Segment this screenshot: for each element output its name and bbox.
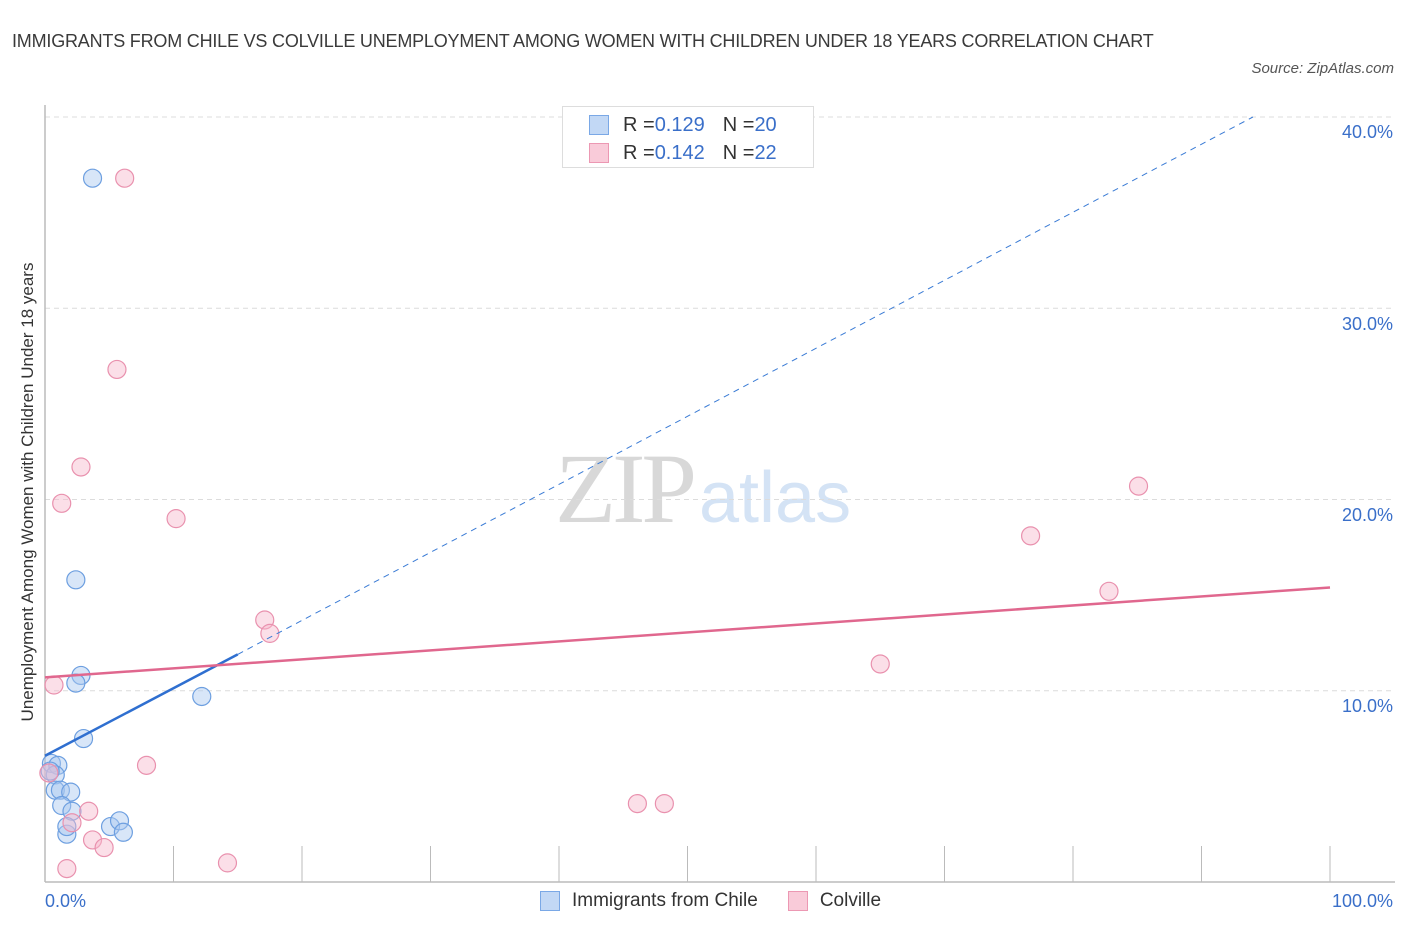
chile-point [57, 816, 77, 837]
colville-point [1020, 526, 1041, 546]
y-tick-10: 10.0% [1341, 696, 1393, 716]
n-value-chile: 20 [754, 113, 777, 136]
chile-point [52, 795, 72, 816]
n-label: N = [722, 141, 755, 164]
y-tick-30: 30.0% [1341, 314, 1393, 334]
chile-point [82, 168, 103, 188]
chile-point [66, 570, 86, 590]
series-legend: Immigrants from Chile Colville [540, 890, 911, 912]
colville-point [217, 853, 238, 873]
colville-point [57, 859, 77, 879]
colville-point [107, 359, 127, 380]
correlation-legend: R = 0.129 N = 20 R = 0.142 N = 22 [562, 106, 814, 168]
colville-point [79, 801, 99, 821]
chile-swatch-icon [589, 115, 609, 135]
watermark-atlas: atlas [699, 458, 852, 538]
r-label: R = [623, 141, 655, 164]
r-label: R = [623, 113, 655, 136]
colville-point [1099, 581, 1119, 601]
colville-point [71, 457, 91, 477]
chart-title: IMMIGRANTS FROM CHILE VS COLVILLE UNEMPL… [12, 31, 1154, 51]
n-value-colville: 22 [754, 141, 777, 164]
r-value-colville: 0.142 [654, 141, 705, 164]
colville-point [166, 509, 186, 529]
colville-point [39, 763, 59, 783]
watermark-zip: ZIP [555, 433, 697, 544]
colville-point [136, 755, 157, 775]
legend-row-chile: R = 0.129 N = 20 [589, 113, 777, 137]
y-tick-20: 20.0% [1341, 505, 1393, 525]
colville-point [82, 830, 103, 850]
x-tick-min: 0.0% [45, 891, 87, 911]
chile-point [113, 822, 133, 842]
y-axis-label: Unemployment Among Women with Children U… [18, 262, 37, 722]
legend-item-colville[interactable]: Colville [787, 890, 882, 912]
source-label: Source: ZipAtlas.com [1251, 60, 1394, 77]
chile-point [61, 782, 81, 802]
colville-trendline [44, 586, 1331, 679]
y-tick-40: 40.0% [1341, 122, 1393, 142]
colville-swatch-icon [787, 891, 808, 911]
legend-row-colville: R = 0.142 N = 22 [589, 141, 777, 165]
chile-point [57, 824, 77, 844]
colville-point [62, 813, 82, 833]
colville-point [52, 493, 72, 513]
colville-point [654, 793, 674, 814]
n-label: N = [722, 113, 755, 136]
legend-item-chile[interactable]: Immigrants from Chile [540, 890, 758, 912]
chile-trendline-extended [237, 116, 1254, 655]
colville-point [260, 623, 280, 643]
chile-swatch-icon [540, 891, 560, 911]
chile-trendline [44, 653, 239, 757]
chile-point [192, 686, 212, 707]
colville-point [94, 837, 114, 858]
watermark: ZIPatlas [555, 438, 851, 539]
x-tick-max: 100.0% [1331, 891, 1393, 911]
legend-label-chile: Immigrants from Chile [572, 890, 758, 911]
colville-point [627, 793, 647, 814]
chile-point [109, 811, 130, 831]
chile-point [62, 801, 82, 821]
colville-point [44, 675, 64, 695]
colville-point [115, 168, 135, 188]
r-value-chile: 0.129 [654, 113, 705, 136]
colville-point [1128, 476, 1149, 496]
legend-label-colville: Colville [819, 890, 882, 911]
colville-point [870, 654, 890, 674]
colville-swatch-icon [589, 143, 609, 163]
